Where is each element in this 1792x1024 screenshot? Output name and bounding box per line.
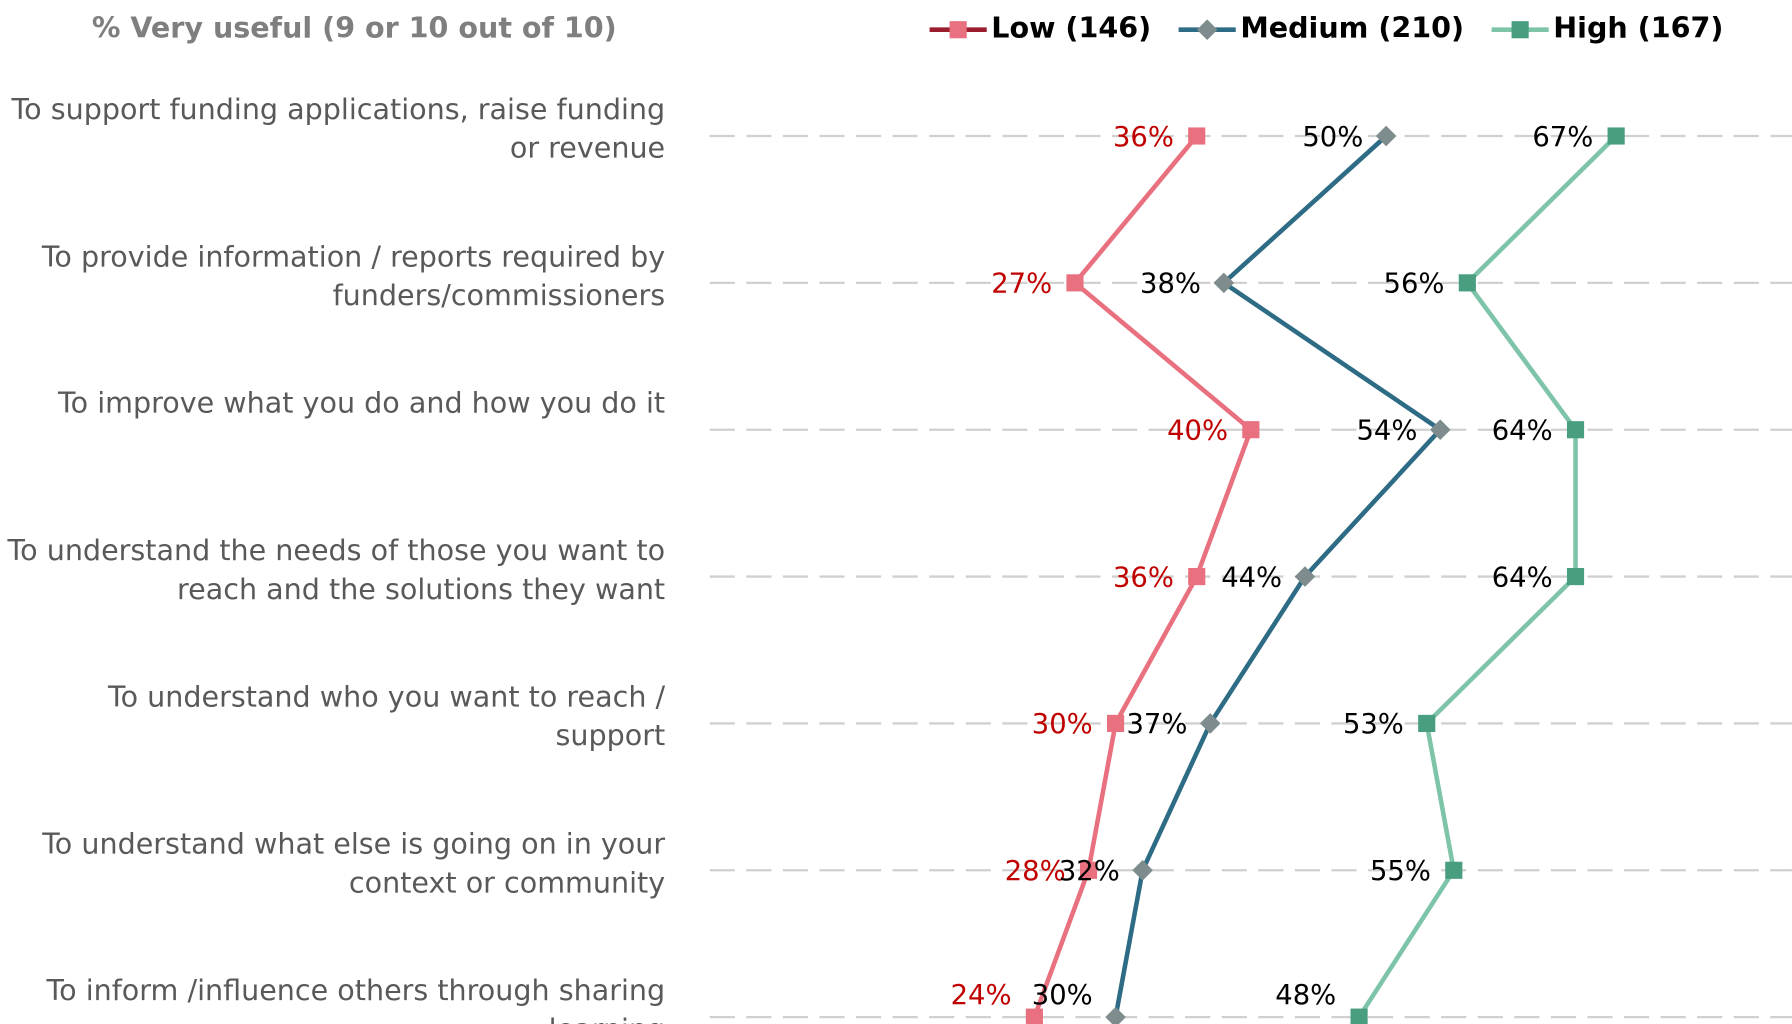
- data-point: [1294, 566, 1316, 587]
- data-label: 32%: [1059, 856, 1120, 887]
- chart-title: % Very useful (9 or 10 out of 10): [92, 11, 617, 45]
- y-tick-label: To understand the needs of those you wan…: [7, 533, 666, 606]
- data-label: 38%: [1140, 269, 1201, 300]
- data-label: 50%: [1302, 122, 1363, 153]
- y-tick-label: To understand what else is going on in y…: [42, 826, 666, 899]
- legend-label: Low (146): [991, 11, 1151, 45]
- data-point: [1107, 714, 1125, 732]
- data-point: [1458, 274, 1476, 292]
- data-label: 48%: [1275, 980, 1336, 1011]
- y-tick-label: To improve what you do and how you do it: [58, 386, 666, 420]
- data-point: [1418, 714, 1436, 732]
- data-point: [1188, 127, 1206, 145]
- category-label-box: To improve what you do and how you do it: [58, 386, 666, 420]
- data-label: 40%: [1167, 416, 1228, 447]
- data-point: [1350, 1008, 1368, 1024]
- data-point: [1242, 421, 1260, 439]
- data-label: 53%: [1343, 709, 1404, 740]
- data-label: 37%: [1126, 709, 1187, 740]
- data-point: [1566, 568, 1585, 586]
- legend: High (167) Medium (210) Low (146): [929, 11, 1723, 45]
- data-label: 28%: [1005, 856, 1066, 887]
- category-label-box: To support funding applications, raise f…: [11, 92, 666, 165]
- legend-swatch-marker: [949, 21, 967, 39]
- y-tick-label: To support funding applications, raise f…: [11, 92, 666, 165]
- category-label-box: To provide information / reports require…: [41, 239, 666, 312]
- data-point: [1132, 860, 1153, 881]
- data-label: 55%: [1370, 856, 1431, 887]
- data-point: [1213, 272, 1235, 294]
- category-label-box: To inform /influence others through shar…: [46, 973, 666, 1024]
- data-label: 36%: [1113, 122, 1174, 153]
- data-point: [1429, 419, 1451, 440]
- data-label: 64%: [1492, 416, 1553, 447]
- data-label: 27%: [991, 269, 1052, 300]
- data-point: [1445, 861, 1463, 879]
- data-point: [1105, 1006, 1126, 1024]
- data-label: 56%: [1384, 269, 1445, 300]
- category-label-box: To understand what else is going on in y…: [42, 826, 666, 899]
- y-tick-label: To inform /influence others through shar…: [46, 973, 666, 1024]
- y-tick-label: To understand who you want to reach / su…: [108, 680, 666, 752]
- legend-swatch-marker: [1511, 21, 1529, 39]
- data-point: [1025, 1008, 1043, 1024]
- y-tick-label: To provide information / reports require…: [41, 239, 666, 312]
- data-label: 67%: [1532, 122, 1593, 153]
- legend-label: High (167): [1553, 11, 1723, 45]
- data-point: [1199, 713, 1221, 734]
- data-label: 54%: [1356, 416, 1417, 447]
- data-point: [1188, 568, 1206, 586]
- category-label-box: To understand the needs of those you wan…: [7, 533, 666, 606]
- legend-swatch-marker: [1196, 19, 1218, 40]
- legend-label: Medium (210): [1240, 11, 1464, 45]
- data-point: [1607, 127, 1625, 145]
- data-label: 24%: [951, 980, 1012, 1011]
- data-point: [1375, 125, 1397, 147]
- data-point: [1566, 421, 1585, 439]
- data-point: [1079, 861, 1098, 879]
- data-label: 30%: [1032, 709, 1093, 740]
- data-label: 64%: [1492, 562, 1553, 593]
- data-point: [1066, 274, 1084, 292]
- category-label-box: To understand who you want to reach / su…: [108, 680, 666, 752]
- data-label: 36%: [1113, 562, 1174, 593]
- data-label: 30%: [1032, 980, 1093, 1011]
- data-label: 44%: [1221, 562, 1282, 593]
